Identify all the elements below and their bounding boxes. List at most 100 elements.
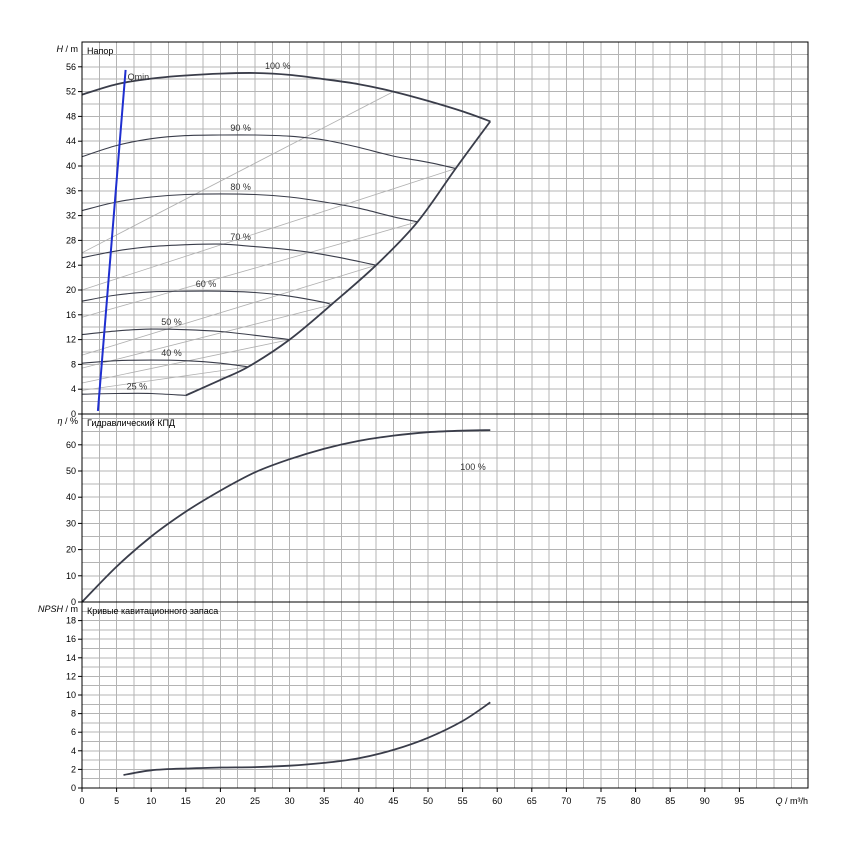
x-axis-label: Q / m³/h [775, 796, 808, 806]
y-tick-label: 8 [71, 709, 76, 719]
y-tick-label: 0 [71, 409, 76, 419]
y-tick-label: 52 [66, 87, 76, 97]
y-tick-label: 50 [66, 466, 76, 476]
curve-head-50 [81, 328, 290, 341]
y-tick-label: 30 [66, 518, 76, 528]
x-axis-unit: / m³/h [782, 796, 808, 806]
curve-label: 70 % [230, 232, 251, 242]
x-tick-label: 25 [250, 796, 260, 806]
system-curve [81, 168, 456, 291]
y-axis-unit: / m [63, 604, 78, 614]
system-curve [81, 339, 290, 384]
curve-label: 60 % [196, 279, 217, 289]
y-tick-label: 8 [71, 359, 76, 369]
y-tick-label: 10 [66, 690, 76, 700]
x-tick-label: 35 [319, 796, 329, 806]
x-tick-label: 80 [631, 796, 641, 806]
x-tick-label: 55 [458, 796, 468, 806]
x-tick-label: 0 [79, 796, 84, 806]
y-tick-label: 10 [66, 571, 76, 581]
x-axis-symbol: Q [775, 796, 782, 806]
grid-layer [82, 42, 808, 788]
curve-head-100 [81, 72, 491, 123]
panel-title-efficiency: Гидравлический КПД [87, 418, 175, 428]
y-tick-label: 48 [66, 111, 76, 121]
curve-npsh-main [123, 701, 491, 776]
system-curves-layer [81, 91, 456, 391]
curve-head-40 [81, 359, 249, 368]
y-tick-label: 12 [66, 671, 76, 681]
system-curve [81, 264, 377, 356]
curve-label: 80 % [230, 182, 251, 192]
system-curve [81, 221, 418, 318]
y-tick-label: 28 [66, 235, 76, 245]
y-tick-label: 0 [71, 783, 76, 793]
x-tick-label: 60 [492, 796, 502, 806]
curve-label: 25 % [127, 382, 148, 392]
curve-label: 100 % [265, 61, 291, 71]
system-curve [81, 304, 332, 369]
x-tick-label: 10 [146, 796, 156, 806]
frames-layer [78, 41, 809, 792]
y-tick-label: 20 [66, 285, 76, 295]
y-tick-label: 14 [66, 653, 76, 663]
qmin-line [96, 69, 127, 411]
x-tick-label: 5 [114, 796, 119, 806]
x-tick-label: 90 [700, 796, 710, 806]
curve-head-70 [81, 243, 377, 266]
y-axis-symbol: NPSH [38, 604, 64, 614]
y-tick-label: 4 [71, 746, 76, 756]
curve-head-60 [81, 290, 332, 306]
x-tick-label: 70 [561, 796, 571, 806]
curve-head-80 [81, 193, 418, 223]
curve-label: 100 % [460, 462, 486, 472]
x-tick-label: 65 [527, 796, 537, 806]
y-axis-unit: / m [63, 44, 78, 54]
curve-head-max [185, 120, 492, 397]
y-tick-label: 40 [66, 161, 76, 171]
x-tick-label: 30 [285, 796, 295, 806]
x-tick-label: 15 [181, 796, 191, 806]
y-tick-label: 60 [66, 440, 76, 450]
curve-label: 40 % [161, 348, 182, 358]
y-tick-label: 6 [71, 727, 76, 737]
x-tick-label: 20 [215, 796, 225, 806]
y-tick-label: 18 [66, 616, 76, 626]
y-tick-label: 44 [66, 136, 76, 146]
y-tick-label: 16 [66, 310, 76, 320]
y-tick-label: 24 [66, 260, 76, 270]
y-axis-label-npsh: NPSH / m [38, 604, 78, 614]
y-axis-label-efficiency: η / % [57, 416, 78, 426]
curve-head-90 [81, 134, 456, 170]
y-tick-label: 20 [66, 545, 76, 555]
y-tick-label: 36 [66, 186, 76, 196]
curve-efficiency-100 [81, 429, 491, 603]
system-curve [81, 91, 394, 254]
y-tick-label: 4 [71, 384, 76, 394]
y-tick-label: 0 [71, 597, 76, 607]
x-tick-label: 95 [734, 796, 744, 806]
curve-label: 50 % [161, 317, 182, 327]
system-curve [81, 366, 249, 391]
x-tick-label: 40 [354, 796, 364, 806]
qmin-label: Qmin [128, 72, 150, 82]
y-tick-label: 32 [66, 211, 76, 221]
y-axis-symbol: η [57, 416, 62, 426]
y-tick-label: 16 [66, 634, 76, 644]
curve-head-25 [81, 392, 186, 396]
y-tick-label: 56 [66, 62, 76, 72]
curve-label: 90 % [230, 123, 251, 133]
x-tick-label: 50 [423, 796, 433, 806]
x-tick-label: 75 [596, 796, 606, 806]
y-tick-label: 12 [66, 335, 76, 345]
y-tick-label: 2 [71, 764, 76, 774]
y-axis-symbol: H [57, 44, 64, 54]
panel-title-head: Напор [87, 46, 113, 56]
x-tick-label: 85 [665, 796, 675, 806]
x-tick-label: 45 [388, 796, 398, 806]
y-tick-label: 40 [66, 492, 76, 502]
y-axis-label-head: H / m [57, 44, 79, 54]
